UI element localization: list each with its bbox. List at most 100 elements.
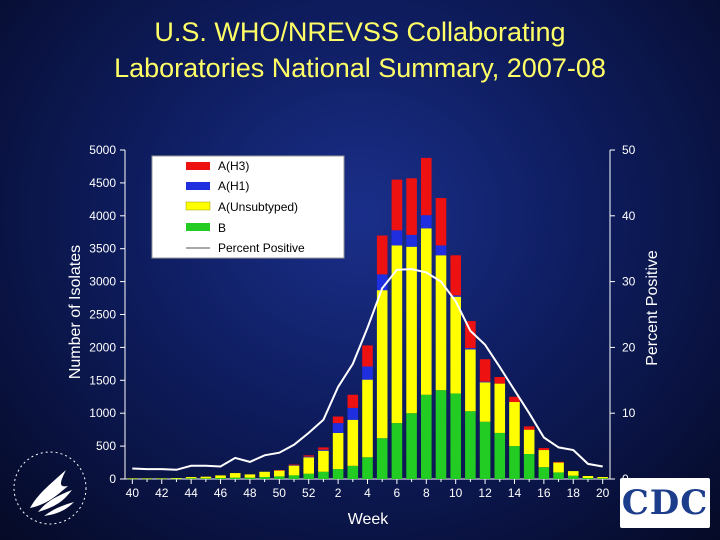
percent-positive-line <box>132 268 603 471</box>
x-tick-label: 8 <box>423 486 430 500</box>
bar-a-unsubtyped <box>332 432 344 470</box>
x-axis-ticks: 40 42 44 46 48 50 52 2 4 6 8 10 12 14 16 18 20 <box>126 479 610 500</box>
bar-b <box>465 411 476 479</box>
bar-a-h1 <box>420 215 432 229</box>
y2-tick-label: 50 <box>622 143 636 157</box>
bar-a-h3 <box>494 377 506 384</box>
bar-b <box>332 469 344 479</box>
bar-a-h3 <box>347 394 359 408</box>
y-tick-label: 5000 <box>89 143 116 157</box>
bar-b <box>391 423 403 479</box>
y2-tick-label: 30 <box>622 275 636 289</box>
y-axis-left-ticks: 0 500 1000 1500 2000 2500 3000 3500 4000 4500 5000 <box>89 143 125 486</box>
bar-b <box>200 478 212 479</box>
bar-a-unsubtyped <box>362 379 373 458</box>
bar-a-h3 <box>538 448 550 451</box>
x-tick-label: 12 <box>478 486 492 500</box>
bar-a-h1 <box>465 348 476 350</box>
bar-a-h3 <box>303 455 315 457</box>
bar-a-unsubtyped <box>156 478 168 479</box>
bar-a-h3 <box>391 179 403 231</box>
bar-a-unsubtyped <box>229 473 241 478</box>
y-tick-label: 2000 <box>89 340 116 354</box>
bar-a-unsubtyped <box>567 471 579 476</box>
bar-a-unsubtyped <box>171 478 182 479</box>
y2-tick-label: 10 <box>622 406 636 420</box>
legend-label-b: B <box>218 221 226 235</box>
x-tick-label: 2 <box>335 486 342 500</box>
bar-a-unsubtyped <box>406 246 417 414</box>
y-tick-label: 4000 <box>89 209 116 223</box>
bar-b <box>509 446 520 479</box>
bar-a-unsubtyped <box>303 457 315 474</box>
bar-a-unsubtyped <box>597 477 608 479</box>
bar-a-h1 <box>479 381 491 383</box>
bar-a-unsubtyped <box>523 429 535 454</box>
bar-a-h1 <box>406 234 417 247</box>
bar-b <box>171 478 182 480</box>
y2-tick-label: 20 <box>622 340 636 354</box>
bar-b <box>127 478 138 480</box>
y-tick-label: 1000 <box>89 406 116 420</box>
bar-a-unsubtyped <box>200 476 212 479</box>
bar-a-unsubtyped <box>465 349 476 412</box>
bar-a-unsubtyped <box>347 419 359 466</box>
bar-a-h3 <box>376 235 388 275</box>
bar-b <box>244 477 256 479</box>
bar-a-h3 <box>553 461 564 463</box>
cdc-logo-text: CDC <box>621 483 709 523</box>
bar-b <box>582 478 594 479</box>
x-tick-label: 14 <box>508 486 522 500</box>
cdc-logo: CDC <box>620 478 710 528</box>
y-tick-label: 3500 <box>89 242 116 256</box>
bar-a-unsubtyped <box>318 450 329 472</box>
bar-a-unsubtyped <box>259 471 270 478</box>
x-tick-label: 52 <box>302 486 316 500</box>
bar-b <box>479 421 491 479</box>
x-axis-label: Week <box>348 511 390 528</box>
bar-a-h1 <box>376 274 388 291</box>
bar-a-unsubtyped <box>376 290 388 439</box>
bar-a-h3 <box>406 178 417 235</box>
bar-a-h3 <box>288 464 300 466</box>
hhs-eagle-icon <box>13 451 87 525</box>
bar-b <box>347 465 359 479</box>
percent-positive-layer <box>132 268 603 471</box>
y-tick-label: 1500 <box>89 373 116 387</box>
bar-a-h1 <box>318 449 329 451</box>
bar-a-h3 <box>523 426 535 430</box>
page-title: U.S. WHO/NREVSS Collaborating Laboratori… <box>0 14 720 86</box>
x-tick-label: 50 <box>273 486 287 500</box>
legend-label-h1: A(H1) <box>218 179 249 193</box>
bar-a-unsubtyped <box>450 296 461 394</box>
x-tick-label: 10 <box>449 486 463 500</box>
x-tick-label: 4 <box>364 486 371 500</box>
bar-a-unsubtyped <box>553 462 564 473</box>
chart-legend: A(H3) A(H1) A(Unsubtyped) B Percent Posi… <box>151 155 345 259</box>
x-tick-label: 16 <box>537 486 551 500</box>
y-tick-label: 500 <box>96 439 116 453</box>
x-tick-label: 18 <box>567 486 581 500</box>
bar-a-h1 <box>362 366 373 380</box>
bar-b <box>406 413 417 479</box>
x-tick-label: 42 <box>155 486 169 500</box>
title-line-1: U.S. WHO/NREVSS Collaborating <box>154 17 566 47</box>
bar-b <box>274 476 285 479</box>
bar-b <box>156 478 168 480</box>
y-tick-label: 2500 <box>89 308 116 322</box>
bar-a-h3 <box>465 321 476 349</box>
legend-label-percent: Percent Positive <box>218 241 305 255</box>
bar-a-h3 <box>318 447 329 450</box>
bar-a-unsubtyped <box>420 228 432 395</box>
bar-a-h3 <box>362 345 373 367</box>
bar-a-h3 <box>479 359 491 382</box>
bar-a-unsubtyped <box>185 477 197 479</box>
x-tick-label: 6 <box>394 486 401 500</box>
bar-a-h1 <box>332 423 344 433</box>
y-axis-label: Number of Isolates <box>67 245 84 379</box>
bar-a-unsubtyped <box>509 402 520 447</box>
x-tick-label: 48 <box>243 486 257 500</box>
bar-a-unsubtyped <box>141 478 153 479</box>
x-tick-label: 20 <box>596 486 610 500</box>
